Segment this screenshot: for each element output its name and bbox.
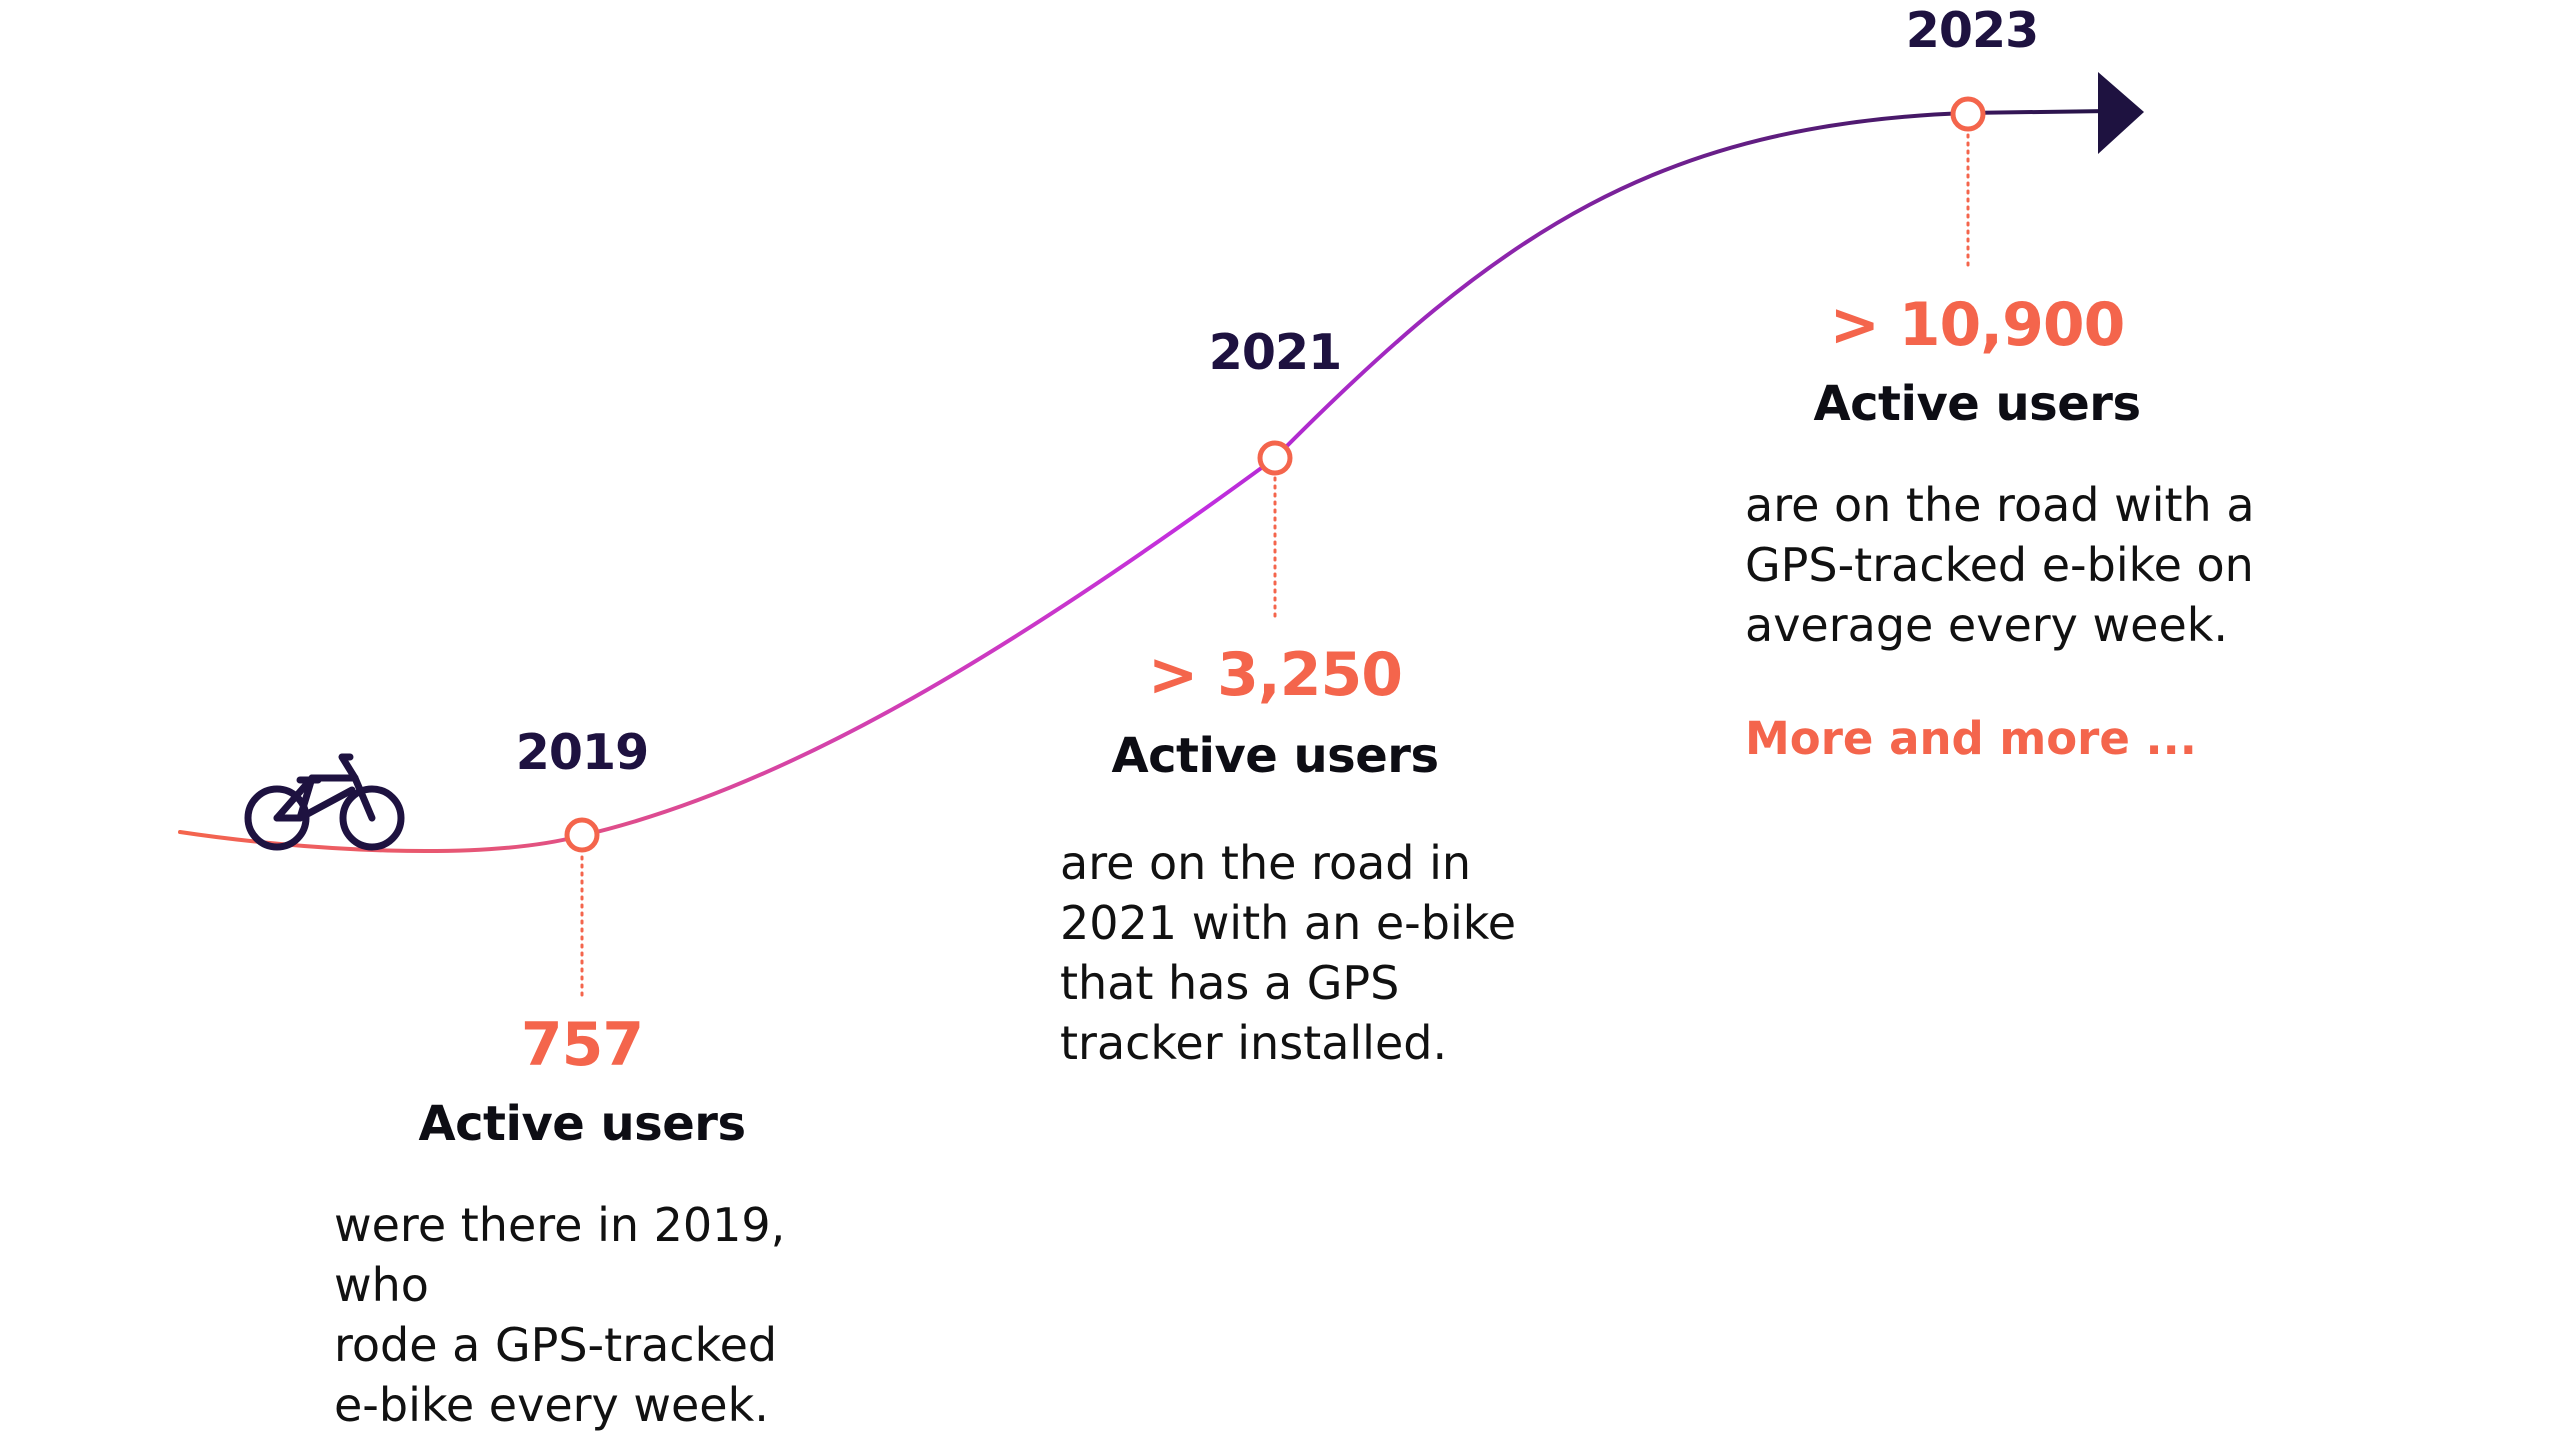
milestone-year-2021: 2021 (1208, 324, 1342, 381)
milestone-stat-2019: 757 (520, 1010, 644, 1080)
milestone-heading-2019: Active users (418, 1096, 746, 1152)
bicycle-icon (244, 753, 405, 851)
growth-curve (178, 109, 2112, 854)
milestone-stat-2023: > 10,900 (1829, 290, 2126, 360)
milestone-stat-2021: > 3,250 (1148, 640, 1403, 710)
milestone-marker-2023 (1950, 96, 1986, 132)
milestone-description-2021: are on the road in 2021 with an e-bike t… (1060, 836, 1517, 1070)
milestone-marker-2019 (564, 817, 600, 853)
milestone-marker-2021 (1257, 440, 1293, 476)
milestone-year-2019: 2019 (515, 724, 649, 781)
milestone-description-2023: are on the road with a GPS-tracked e-bik… (1745, 478, 2255, 652)
more-and-more-link[interactable]: More and more ... (1745, 712, 2197, 765)
arrow-head-icon (2098, 72, 2144, 154)
milestone-year-2023: 2023 (1905, 2, 2039, 59)
milestone-description-2019: were there in 2019, who rode a GPS-track… (334, 1198, 786, 1432)
milestone-heading-2023: Active users (1813, 376, 2141, 432)
milestone-heading-2021: Active users (1111, 728, 1439, 784)
